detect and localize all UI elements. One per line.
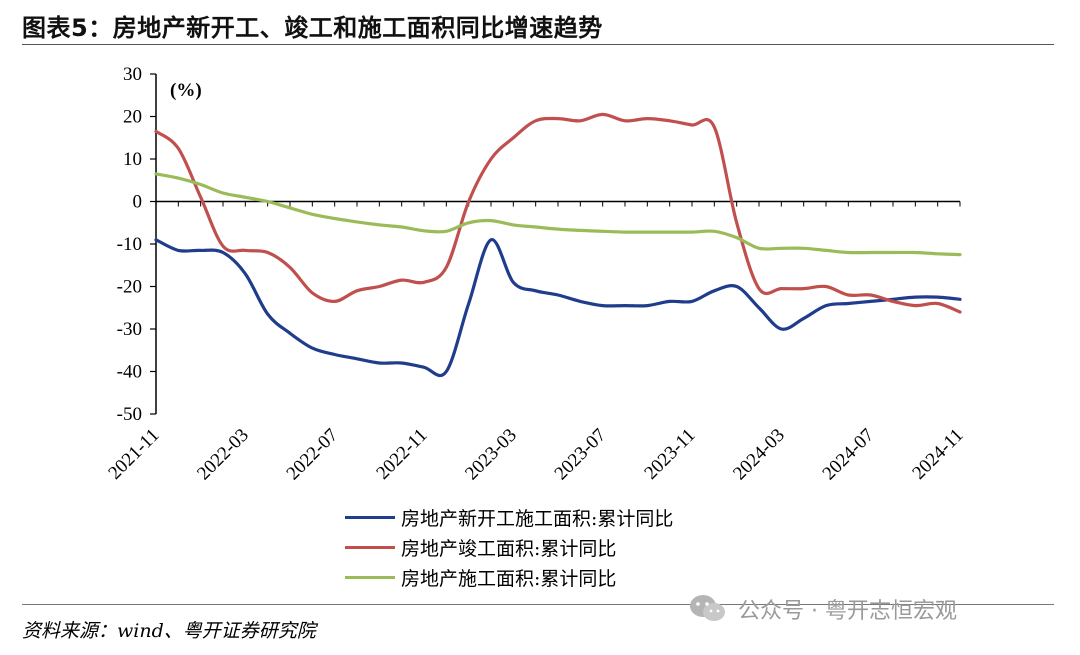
- x-tick-label: 2022-03: [193, 425, 253, 485]
- legend-item-under-construction: 房地产施工面积:累计同比: [345, 562, 673, 592]
- watermark: 公众号 · 粤开志恒宏观: [688, 593, 957, 625]
- x-tick-label: 2024-03: [729, 425, 789, 485]
- wechat-icon: [690, 595, 725, 621]
- legend-label-new-starts: 房地产新开工施工面积:累计同比: [401, 507, 674, 530]
- x-tick-label: 2022-11: [372, 425, 431, 484]
- chart-series: [154, 112, 962, 378]
- y-unit-label: (%): [170, 80, 202, 101]
- y-tick-label: 20: [123, 107, 142, 128]
- y-tick-label: 10: [123, 149, 142, 170]
- chart-axes: [150, 73, 961, 415]
- x-tick-label: 2024-07: [819, 425, 879, 485]
- x-tick-label: 2023-03: [461, 425, 521, 485]
- title-divider: [22, 44, 1054, 45]
- y-tick-label: -50: [117, 404, 142, 425]
- x-tick-label: 2024-11: [908, 425, 967, 484]
- watermark-text: 公众号 · 粤开志恒宏观: [738, 599, 957, 624]
- legend-swatch-completions: [345, 545, 395, 549]
- legend-item-new-starts: 房地产新开工施工面积:累计同比: [345, 502, 673, 532]
- legend-label-completions: 房地产竣工面积:累计同比: [401, 537, 617, 560]
- source-note: 资料来源：wind、粤开证券研究院: [22, 620, 316, 642]
- y-tick-label: -30: [117, 319, 142, 340]
- legend-item-completions: 房地产竣工面积:累计同比: [345, 532, 673, 562]
- legend-swatch-under-construction: [345, 575, 395, 579]
- chart-legend: 房地产新开工施工面积:累计同比 房地产竣工面积:累计同比 房地产施工面积:累计同…: [345, 502, 673, 592]
- y-tick-label: 30: [123, 64, 142, 85]
- y-tick-label: -20: [117, 277, 142, 298]
- y-tick-label: -40: [117, 362, 142, 383]
- x-tick-label: 2021-11: [104, 425, 163, 484]
- figure-title: 图表5：房地产新开工、竣工和施工面积同比增速趋势: [22, 14, 603, 42]
- legend-swatch-new-starts: [345, 515, 395, 519]
- y-tick-label: -10: [117, 234, 142, 255]
- x-tick-label: 2023-11: [640, 425, 699, 484]
- y-tick-label: 0: [133, 192, 143, 213]
- series-line-under-construction: [154, 172, 962, 257]
- series-line-completions: [154, 112, 962, 314]
- x-tick-label: 2022-07: [283, 425, 343, 485]
- source-divider: [22, 604, 1054, 605]
- legend-label-under-construction: 房地产施工面积:累计同比: [401, 567, 617, 590]
- series-line-new-starts: [154, 238, 962, 378]
- x-tick-label: 2023-07: [551, 425, 611, 485]
